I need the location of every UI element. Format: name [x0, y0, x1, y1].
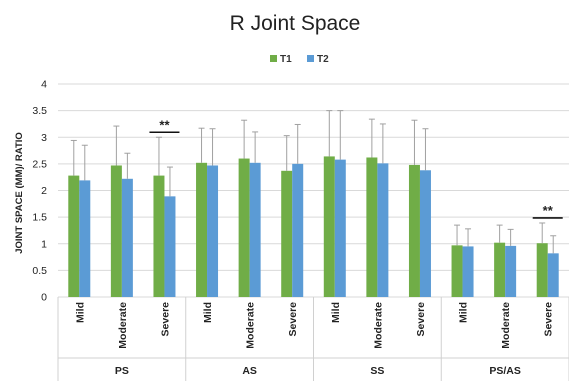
bar-t2 — [207, 165, 219, 297]
legend-swatch-t1 — [270, 55, 277, 62]
group-label: AS — [242, 365, 257, 377]
bar-t2 — [79, 180, 91, 297]
y-tick-label: 3 — [41, 132, 47, 144]
bar-t1 — [366, 157, 378, 297]
group-label: PS — [115, 365, 129, 377]
bar-t2 — [121, 178, 133, 297]
x-tick-label: Severe — [159, 302, 171, 337]
bar-t1 — [110, 165, 122, 297]
y-tick-label: 1.5 — [32, 212, 47, 224]
bar-t1 — [494, 242, 506, 297]
y-axis-ticks: 0 0.5 1 1.5 2 2.5 3 3.5 4 — [32, 79, 47, 304]
gridlines — [58, 83, 569, 298]
bar-t2 — [419, 170, 431, 297]
x-tick-label: Mild — [458, 302, 470, 323]
y-tick-label: 2 — [41, 185, 47, 197]
legend-label-t2: T2 — [317, 54, 329, 65]
bar-t2 — [547, 253, 559, 297]
y-tick-label: 2.5 — [32, 158, 47, 170]
x-tick-label: Severe — [543, 302, 555, 337]
x-tick-label: Severe — [415, 302, 427, 337]
bar-t1 — [238, 158, 250, 297]
chart-title: R Joint Space — [230, 12, 361, 35]
annotations: ** ** — [149, 117, 563, 219]
bar-t1 — [281, 170, 293, 297]
bar-t1 — [323, 156, 335, 297]
x-tick-label: Moderate — [372, 302, 384, 349]
x-tick-label: Moderate — [245, 302, 257, 349]
bar-t2 — [164, 196, 176, 297]
legend: T1 T2 — [270, 54, 329, 65]
x-tick-label: Moderate — [117, 302, 129, 349]
y-tick-label: 1 — [41, 238, 47, 250]
bar-t2 — [334, 159, 346, 297]
bar-t2 — [292, 163, 304, 297]
bar-t2 — [462, 246, 474, 297]
group-label: SS — [370, 365, 384, 377]
bar-t1 — [196, 162, 208, 297]
y-tick-label: 3.5 — [32, 105, 47, 117]
bar-t1 — [536, 243, 548, 297]
legend-label-t1: T1 — [280, 54, 292, 65]
bar-t2 — [377, 163, 389, 297]
x-tick-label: Mild — [74, 302, 86, 323]
legend-swatch-t2 — [307, 55, 314, 62]
bar-t1 — [153, 175, 165, 297]
bar-t2 — [249, 162, 261, 297]
y-tick-label: 0 — [41, 292, 47, 304]
x-tick-label: Mild — [330, 302, 342, 323]
y-axis-label: JOINT SPACE (MM)/ RATIO — [14, 132, 25, 254]
bar-t1 — [451, 245, 463, 297]
bar-t1 — [408, 164, 420, 297]
x-tick-label: Severe — [287, 302, 299, 337]
y-tick-label: 4 — [41, 79, 47, 91]
y-tick-label: 0.5 — [32, 265, 47, 277]
error-bars — [70, 110, 557, 254]
bar-t2 — [505, 245, 517, 297]
x-axis: Mild Moderate Severe Mild Moderate Severe Mild… — [57, 297, 569, 381]
bars — [68, 156, 559, 297]
x-tick-label: Moderate — [500, 302, 512, 349]
bar-t1 — [68, 175, 80, 297]
significance-marker: ** — [159, 117, 170, 132]
significance-marker: ** — [543, 203, 554, 218]
x-tick-label: Mild — [202, 302, 214, 323]
group-label: PS/AS — [489, 365, 521, 377]
